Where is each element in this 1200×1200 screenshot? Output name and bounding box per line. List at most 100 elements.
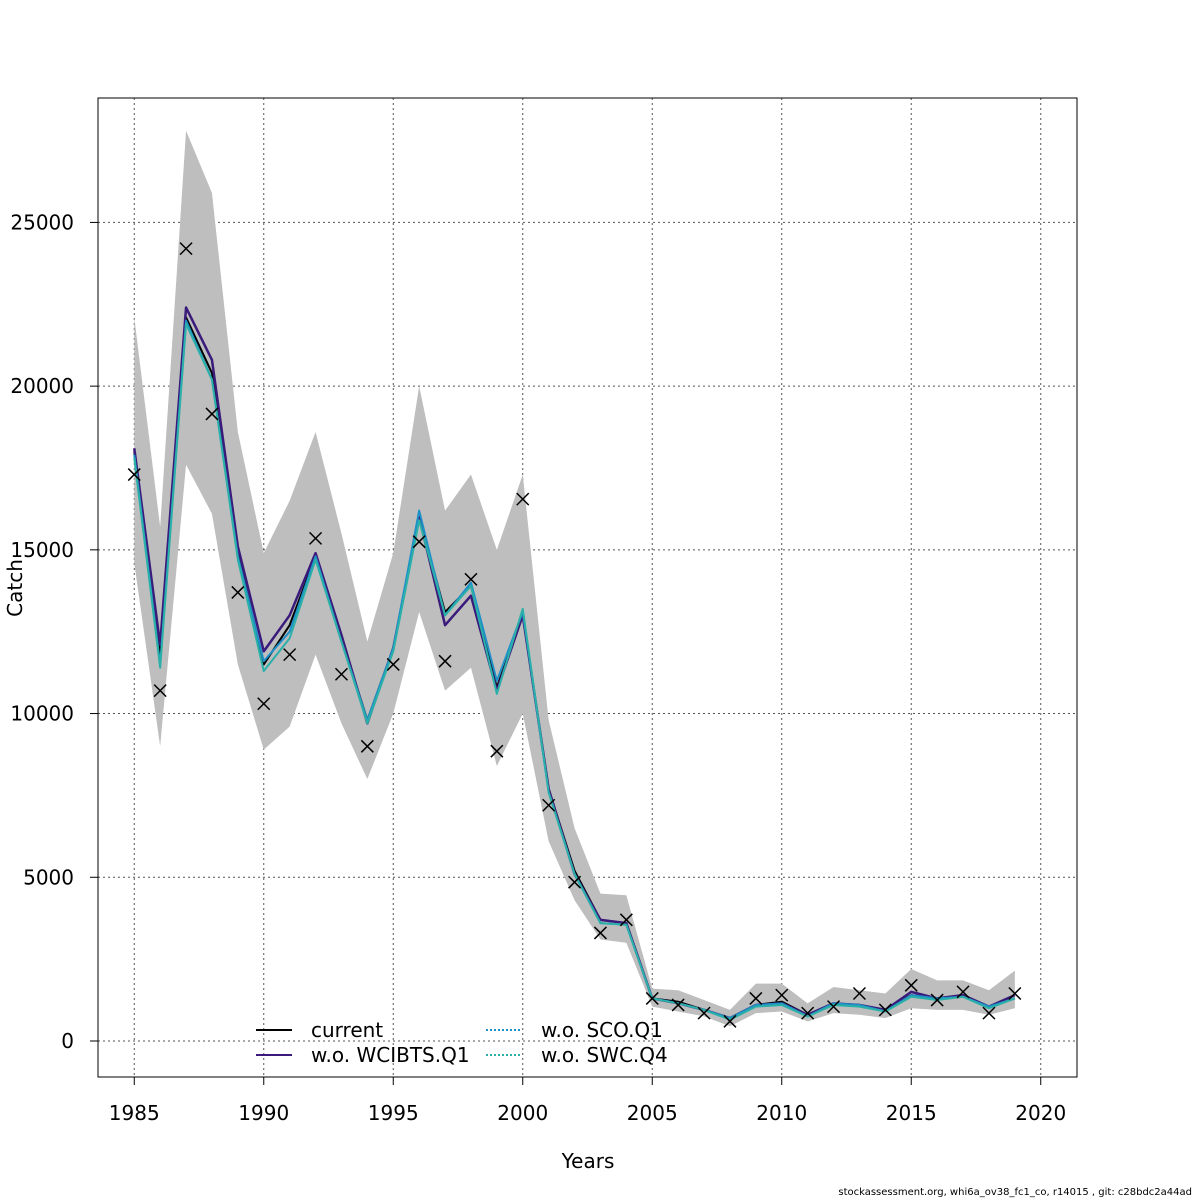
observation-point (490, 744, 504, 758)
grid-lines (98, 98, 1077, 1077)
observation-mark-stroke (231, 585, 245, 599)
observation-point (231, 585, 245, 599)
y-axis-title: Catch (3, 559, 27, 617)
x-tick-label: 1985 (109, 1101, 160, 1125)
observation-point (438, 654, 452, 668)
legend-label-1: w.o. WCIBTS.Q1 (311, 1043, 470, 1067)
observation-mark-stroke (412, 535, 426, 549)
confidence-band-area (134, 130, 1015, 1027)
observation-point (309, 531, 323, 545)
observation-point (878, 1003, 892, 1017)
observation-mark-stroke (593, 926, 607, 940)
y-tick-label: 10000 (10, 702, 74, 726)
observation-point (153, 684, 167, 698)
observation-point (904, 978, 918, 992)
observation-mark-stroke (878, 1003, 892, 1017)
observation-point (283, 648, 297, 662)
observation-point (697, 1006, 711, 1020)
y-axis: 0 5000 10000 15000 20000 25000 (10, 210, 98, 1053)
observation-point (827, 1000, 841, 1014)
x-tick-label: 2010 (756, 1101, 807, 1125)
y-tick-label: 20000 (10, 374, 74, 398)
y-tick-label: 15000 (10, 538, 74, 562)
observation-point (956, 985, 970, 999)
observation-mark-stroke (904, 978, 918, 992)
observation-point (257, 697, 271, 711)
observation-mark-stroke (257, 697, 271, 711)
observation-mark-stroke (697, 1006, 711, 1020)
observation-point (516, 492, 530, 506)
observation-point (645, 991, 659, 1005)
observation-mark-stroke (827, 1000, 841, 1014)
observation-mark-stroke (956, 985, 970, 999)
y-tick-label: 0 (61, 1029, 74, 1053)
observation-mark-stroke (360, 739, 374, 753)
legend-label-2: w.o. SCO.Q1 (541, 1018, 663, 1042)
observation-mark-stroke (438, 654, 452, 668)
x-axis: 1985 1990 1995 2000 2005 2010 2015 2020 (109, 1077, 1066, 1125)
observation-mark-stroke (283, 648, 297, 662)
observation-point (179, 242, 193, 256)
observation-mark-stroke (801, 1006, 815, 1020)
observation-mark-stroke (542, 798, 556, 812)
observation-mark-stroke (516, 492, 530, 506)
observation-point (334, 667, 348, 681)
footer-credit: stockassessment.org, whi6a_ov38_fc1_co, … (838, 1187, 1192, 1198)
observation-mark-stroke (127, 468, 141, 482)
observation-mark-stroke (153, 684, 167, 698)
observation-point (671, 998, 685, 1012)
observation-point (412, 535, 426, 549)
observation-mark-stroke (852, 986, 866, 1001)
observation-point (593, 926, 607, 940)
observation-mark-stroke (723, 1014, 737, 1028)
x-tick-label: 2005 (627, 1101, 678, 1125)
observation-point (127, 468, 141, 482)
confidence-band (134, 130, 1015, 1027)
observation-mark-stroke (334, 667, 348, 681)
legend-label-0: current (311, 1018, 383, 1042)
x-tick-label: 1995 (368, 1101, 419, 1125)
observation-point (386, 657, 400, 671)
y-tick-label: 25000 (10, 210, 74, 234)
observation-mark-stroke (982, 1006, 996, 1020)
series-lines (133, 306, 1016, 1021)
observation-mark-stroke (645, 991, 659, 1005)
observation-mark-stroke (619, 913, 633, 927)
observation-mark-stroke (1008, 986, 1022, 1001)
observation-point (775, 988, 789, 1002)
observation-point (542, 798, 556, 812)
observation-point (749, 991, 763, 1005)
observation-mark-stroke (568, 875, 582, 889)
x-tick-label: 2015 (886, 1101, 937, 1125)
observation-mark-stroke (464, 572, 478, 586)
observation-mark-stroke (179, 242, 193, 256)
observation-point (852, 986, 866, 1001)
observation-mark-stroke (775, 988, 789, 1002)
observation-point (360, 739, 374, 753)
x-axis-title: Years (561, 1149, 615, 1173)
observation-mark-stroke (930, 993, 944, 1007)
observation-mark-stroke (749, 991, 763, 1005)
observation-mark-stroke (490, 744, 504, 758)
observation-point (723, 1014, 737, 1028)
plot-frame (97, 97, 1078, 1078)
observation-point (205, 407, 219, 421)
x-tick-label: 2020 (1015, 1101, 1066, 1125)
observation-mark-stroke (671, 998, 685, 1012)
observation-point (930, 993, 944, 1007)
observation-mark-stroke (205, 407, 219, 421)
series-line-3 (133, 322, 1016, 1021)
observation-mark-stroke (386, 657, 400, 671)
observation-point (568, 875, 582, 889)
observation-markers (127, 242, 1022, 1028)
observation-point (982, 1006, 996, 1020)
x-tick-label: 2000 (497, 1101, 548, 1125)
y-tick-label: 5000 (23, 865, 74, 889)
observation-point (464, 572, 478, 586)
legend-label-3: w.o. SWC.Q4 (541, 1043, 668, 1067)
x-tick-label: 1990 (238, 1101, 289, 1125)
observation-mark-stroke (309, 531, 323, 545)
observation-point (801, 1006, 815, 1020)
